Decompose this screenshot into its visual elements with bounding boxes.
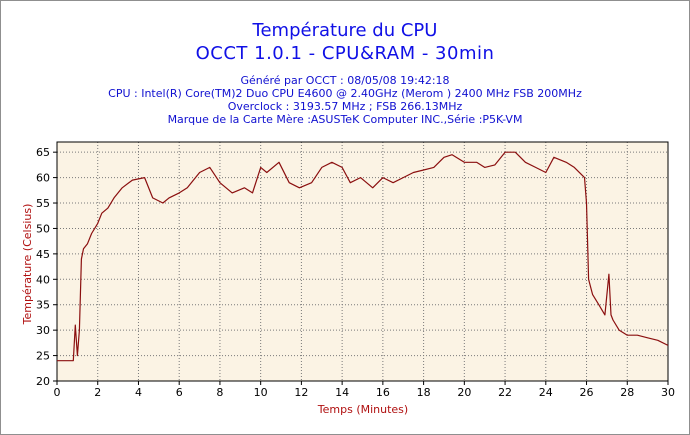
x-tick-label: 8 <box>216 386 223 399</box>
chart-title: Température du CPU <box>252 20 438 41</box>
x-tick-label: 14 <box>335 386 349 399</box>
y-tick-label: 30 <box>36 324 50 337</box>
chart-subtitle: OCCT 1.0.1 - CPU&RAM - 30min <box>195 43 495 64</box>
y-tick-label: 55 <box>36 197 50 210</box>
y-tick-label: 65 <box>36 146 50 159</box>
y-tick-label: 35 <box>36 299 50 312</box>
x-tick-label: 28 <box>620 386 634 399</box>
x-tick-label: 16 <box>376 386 390 399</box>
x-tick-label: 20 <box>457 386 471 399</box>
x-tick-label: 30 <box>661 386 675 399</box>
x-tick-label: 6 <box>176 386 183 399</box>
y-tick-label: 50 <box>36 222 50 235</box>
x-tick-label: 24 <box>539 386 553 399</box>
x-tick-label: 18 <box>417 386 431 399</box>
y-axis-label: Température (Celsius) <box>21 204 34 326</box>
motherboard-info: Marque de la Carte Mère :ASUSTeK Compute… <box>167 113 523 126</box>
y-tick-label: 20 <box>36 375 50 388</box>
plot-area <box>57 142 668 381</box>
x-tick-label: 0 <box>54 386 61 399</box>
x-tick-label: 2 <box>94 386 101 399</box>
x-tick-label: 4 <box>135 386 142 399</box>
x-tick-label: 12 <box>294 386 308 399</box>
cpu-info: CPU : Intel(R) Core(TM)2 Duo CPU E4600 @… <box>108 87 582 100</box>
x-tick-label: 26 <box>580 386 594 399</box>
temperature-line <box>57 151 669 362</box>
plot-border <box>56 141 669 382</box>
x-axis-label: Temps (Minutes) <box>317 403 408 416</box>
x-tick-label: 22 <box>498 386 512 399</box>
generated-info: Généré par OCCT : 08/05/08 19:42:18 <box>240 74 450 87</box>
y-tick-label: 45 <box>36 248 50 261</box>
y-tick-label: 40 <box>36 273 50 286</box>
y-tick-label: 25 <box>36 350 50 363</box>
overclock-info: Overclock : 3193.57 MHz ; FSB 266.13MHz <box>227 100 463 113</box>
x-tick-label: 10 <box>254 386 268 399</box>
y-tick-label: 60 <box>36 172 50 185</box>
